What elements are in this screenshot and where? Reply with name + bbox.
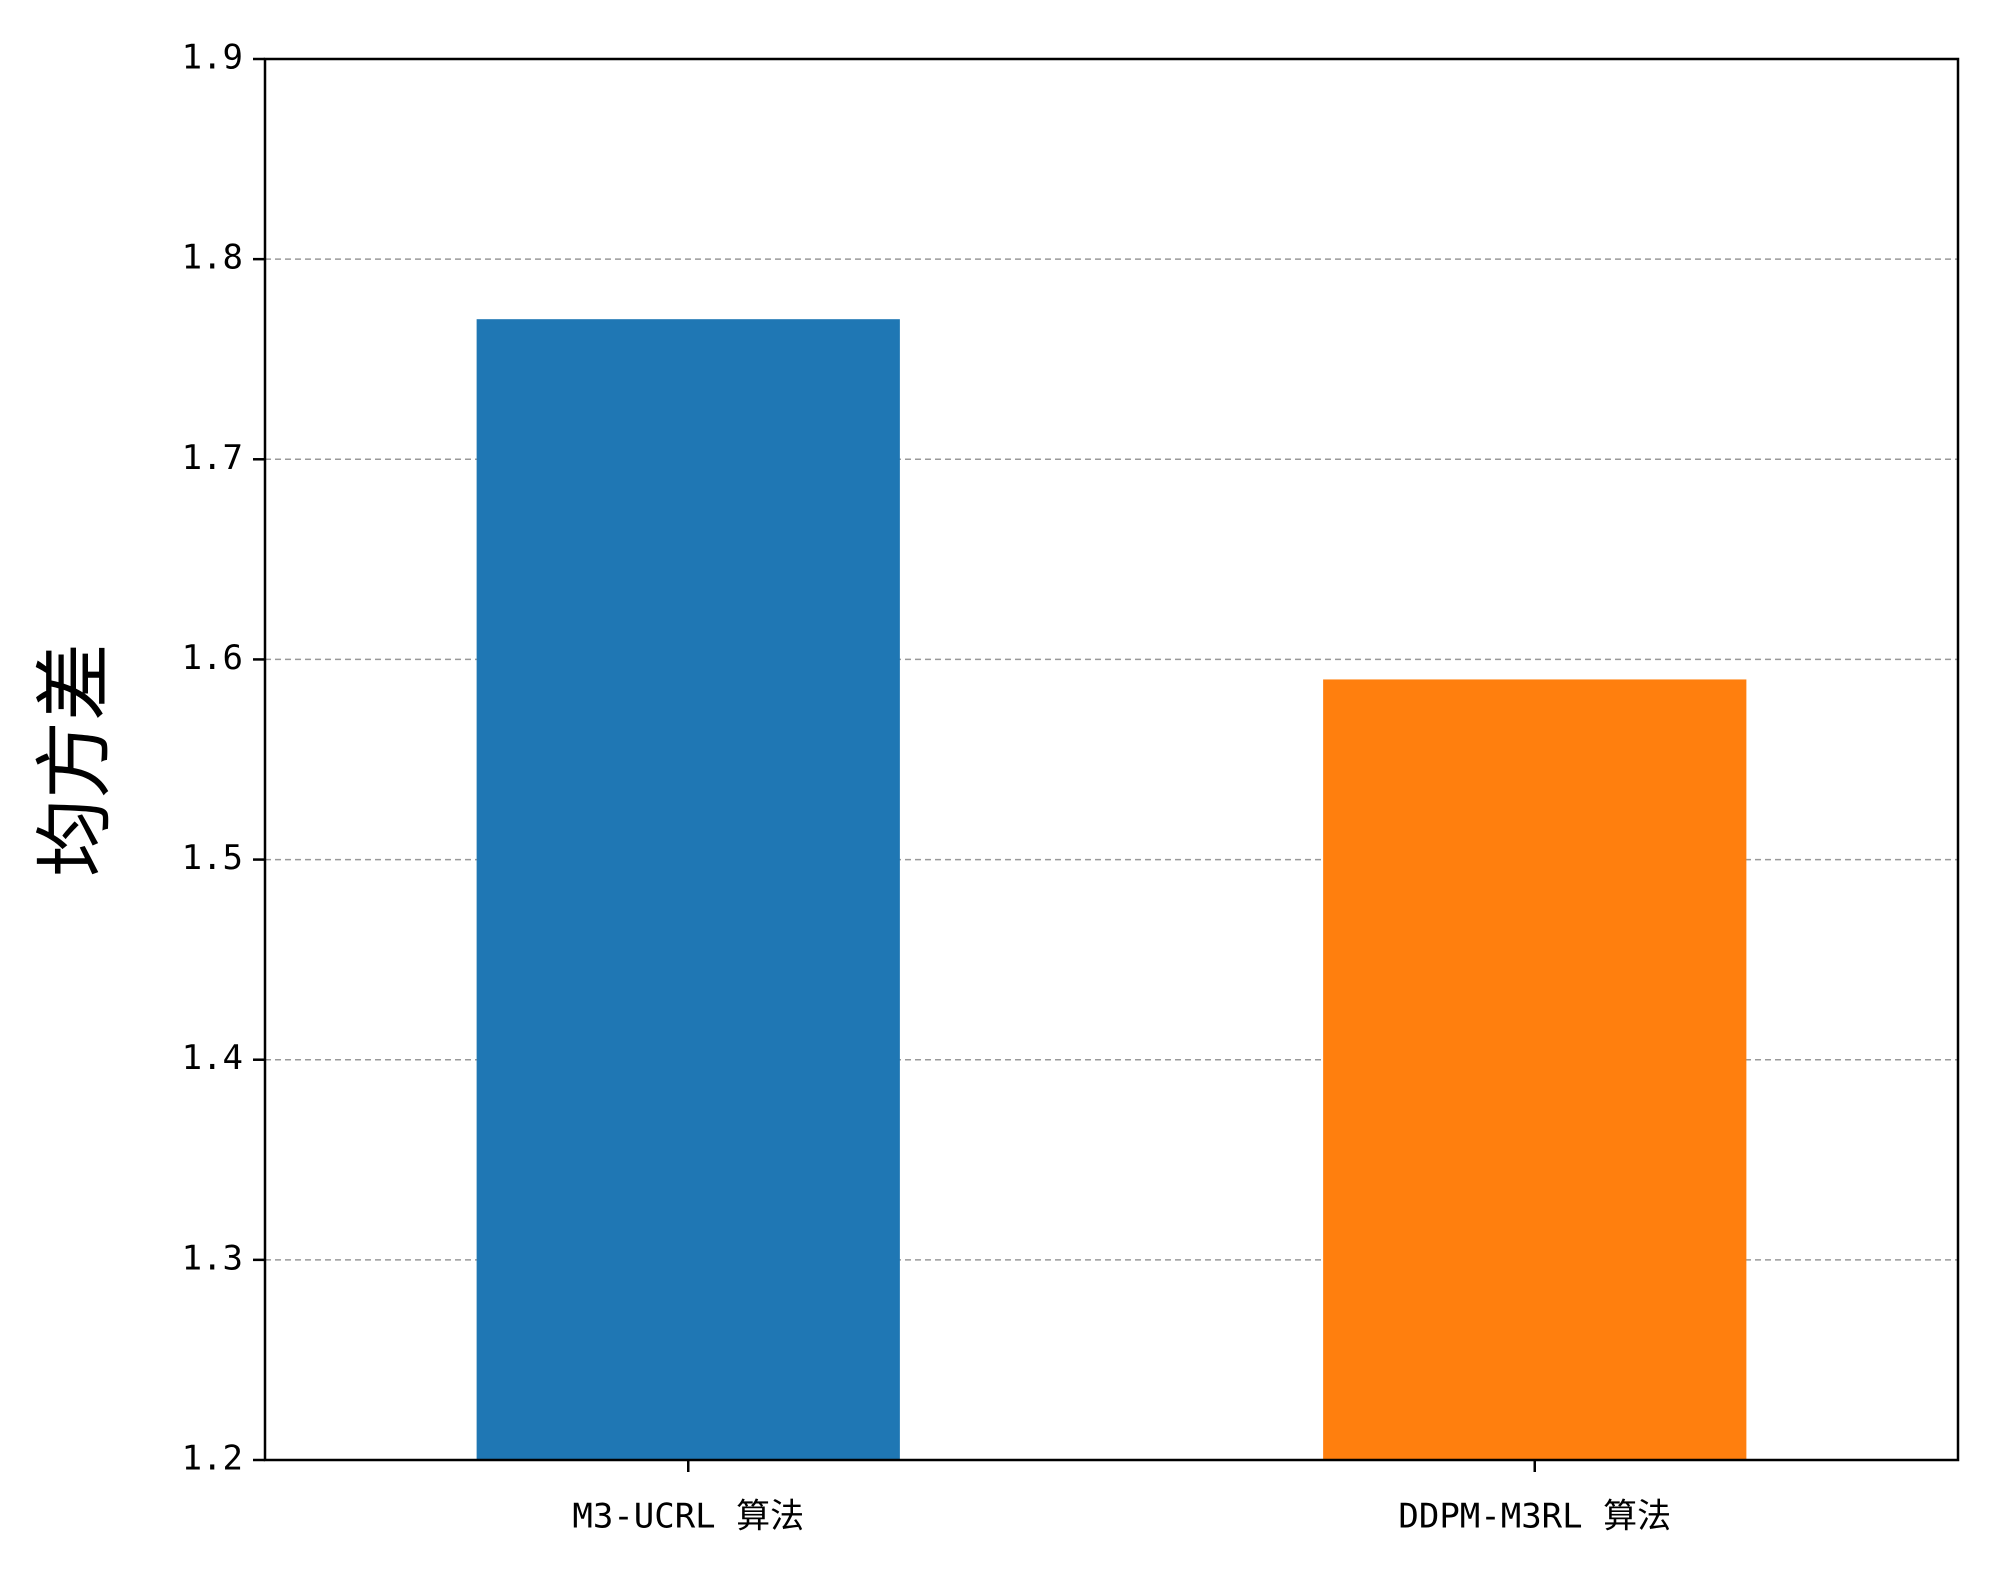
bar	[476, 319, 900, 1461]
y-tick-label: 1.2	[182, 1439, 243, 1479]
y-tick-label: 1.5	[182, 838, 243, 878]
y-tick-label: 1.6	[182, 638, 243, 678]
plot-frame	[263, 57, 1960, 1462]
x-tick-label: DDPM-M3RL 算法	[1398, 1497, 1671, 1537]
bar	[1323, 679, 1747, 1460]
y-axis-label: 均方差	[30, 643, 120, 877]
x-tick-label: M3-UCRL 算法	[572, 1497, 804, 1537]
y-tick-label: 1.8	[182, 238, 243, 278]
y-tick-label: 1.7	[182, 438, 243, 478]
y-tick-label: 1.4	[182, 1038, 243, 1078]
y-tick-label: 1.9	[182, 38, 243, 78]
y-tick-label: 1.3	[182, 1238, 243, 1278]
